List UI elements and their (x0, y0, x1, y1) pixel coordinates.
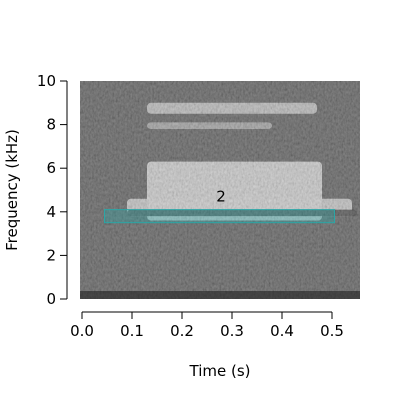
x-axis-title: Time (s) (189, 362, 251, 380)
annotation-layer: 2 (104, 188, 335, 224)
y-axis-title: Frequency (kHz) (3, 129, 21, 251)
y-tick-label: 0 (46, 290, 56, 308)
x-tick-label: 0.0 (70, 322, 94, 340)
noise-texture (80, 81, 360, 299)
y-tick-label: 2 (46, 246, 56, 264)
x-axis: 0.0 0.1 0.2 0.3 0.4 0.5 (70, 311, 344, 340)
y-tick-label: 4 (46, 203, 56, 221)
x-tick-label: 0.5 (320, 322, 344, 340)
y-tick-label: 6 (46, 159, 56, 177)
x-tick-label: 0.2 (170, 322, 194, 340)
y-tick-label: 10 (37, 72, 56, 90)
y-tick-label: 8 (46, 116, 56, 134)
y-axis: 0 2 4 6 8 10 (37, 72, 68, 308)
x-tick-label: 0.4 (270, 322, 294, 340)
low-frequency-band (80, 291, 360, 299)
annotation-label-0: 2 (216, 188, 226, 206)
x-tick-label: 0.1 (120, 322, 144, 340)
x-tick-label: 0.3 (220, 322, 244, 340)
annotation-box-0 (104, 209, 335, 224)
plot-area (80, 81, 360, 299)
